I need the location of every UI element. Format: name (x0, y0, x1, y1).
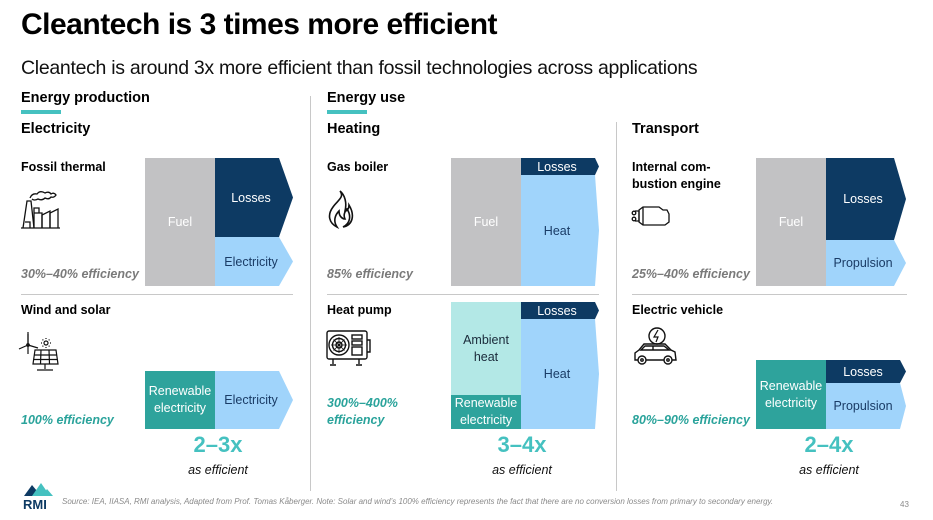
factory-icon (20, 188, 64, 235)
engine-icon (631, 204, 673, 233)
efficiency-gas-boiler: 85% efficiency (327, 267, 413, 281)
bar-fuel-label: Fuel (167, 214, 193, 229)
source-note: Source: IEA, IIASA, RMI analysis, Adapte… (62, 497, 774, 506)
arrow-losses-label: Losses (537, 159, 577, 174)
tech-label-electric-vehicle: Electric vehicle (632, 303, 724, 317)
efficiency-heat-pump: 300%–400% efficiency (327, 395, 407, 429)
bar-fuel: Fuel (451, 158, 521, 286)
logo-text: RMI (23, 497, 47, 510)
arrow-electricity-output: Electricity (215, 237, 293, 286)
multiplier-heating: 3–4x (497, 432, 547, 457)
multiplier-sub: as efficient (188, 463, 248, 477)
bar-ambient-label: Ambient heat (463, 332, 509, 364)
tech-label-line: Internal com- (632, 160, 711, 174)
bar-fuel: Fuel (756, 158, 826, 286)
arrow-output-label: Electricity (224, 254, 278, 269)
arrow-output-label: Electricity (224, 393, 278, 407)
tech-label-fossil-thermal: Fossil thermal (21, 160, 106, 174)
arrow-losses: Losses (826, 158, 906, 240)
arrow-losses-label: Losses (231, 190, 271, 205)
group-heading-heating: Heating (327, 121, 381, 137)
efficiency-fossil-thermal: 30%–40% efficiency (21, 267, 139, 281)
bar-fuel: Fuel (145, 158, 215, 286)
arrow-losses-label: Losses (537, 303, 577, 318)
tech-label-wind-solar: Wind and solar (21, 303, 111, 317)
heat-pump-icon (325, 328, 371, 375)
arrow-propulsion-output: Propulsion (826, 240, 906, 286)
bar-renewable-electricity: Renewable electricity (145, 371, 215, 429)
bar-renewable-label: Renewable electricity (148, 384, 212, 415)
bar-ambient-heat: Ambient heat (451, 302, 521, 395)
column-divider (616, 122, 617, 491)
row-divider (327, 294, 599, 295)
arrow-losses: Losses (521, 158, 599, 175)
multiplier-sub: as efficient (799, 463, 859, 477)
tech-label-line: bustion engine (632, 177, 721, 191)
section-energy-use: Energy use (327, 90, 406, 106)
row-divider (632, 294, 907, 295)
tech-label-gas-boiler: Gas boiler (327, 160, 389, 174)
arrow-heat-output: Heat (521, 175, 599, 286)
multiplier-electricity: 2–3x (193, 432, 243, 457)
flame-icon (323, 189, 357, 234)
efficiency-electric-vehicle: 80%–90% efficiency (632, 413, 750, 427)
bar-fuel-label: Fuel (473, 214, 499, 229)
page-number: 43 (900, 500, 909, 509)
wind-solar-icon (18, 328, 62, 379)
bar-renewable-label: Renewable electricity (759, 378, 823, 410)
arrow-output-label: Propulsion (833, 399, 893, 413)
row-divider (21, 294, 293, 295)
efficiency-text: 300%–400% efficiency (327, 396, 398, 427)
arrow-propulsion-output: Propulsion (826, 383, 906, 429)
multiplier-sub: as efficient (492, 463, 552, 477)
bar-renewable-electricity: Renewable electricity (756, 360, 826, 429)
bar-renewable-electricity: Renewable electricity (451, 395, 521, 429)
electric-car-icon (631, 326, 679, 373)
page-subtitle: Cleantech is around 3x more efficient th… (21, 57, 698, 79)
arrow-losses: Losses (826, 360, 906, 383)
arrow-output-label: Heat (543, 367, 571, 381)
arrow-losses-label: Losses (843, 192, 883, 206)
arrow-output-label: Propulsion (833, 256, 893, 270)
rmi-logo: RMI (22, 480, 56, 515)
arrow-losses: Losses (215, 158, 293, 237)
section-underline (327, 110, 367, 114)
arrow-losses: Losses (521, 302, 599, 319)
group-heading-electricity: Electricity (21, 121, 91, 137)
arrow-losses-label: Losses (843, 364, 883, 379)
bar-fuel-label: Fuel (778, 214, 804, 229)
efficiency-combustion-engine: 25%–40% efficiency (632, 267, 750, 281)
bar-renewable-label: Renewable electricity (454, 396, 518, 427)
multiplier-transport: 2–4x (804, 432, 854, 457)
arrow-heat-output: Heat (521, 319, 599, 429)
tech-label-combustion-engine: Internal com- bustion engine (632, 159, 721, 193)
page-title: Cleantech is 3 times more efficient (21, 8, 498, 41)
arrow-electricity-output: Electricity (215, 371, 293, 429)
tech-label-heat-pump: Heat pump (327, 303, 392, 317)
section-underline (21, 110, 61, 114)
section-energy-production: Energy production (21, 90, 150, 106)
group-heading-transport: Transport (632, 121, 699, 137)
arrow-output-label: Heat (543, 223, 571, 238)
column-divider (310, 96, 311, 491)
efficiency-wind-solar: 100% efficiency (21, 413, 114, 427)
